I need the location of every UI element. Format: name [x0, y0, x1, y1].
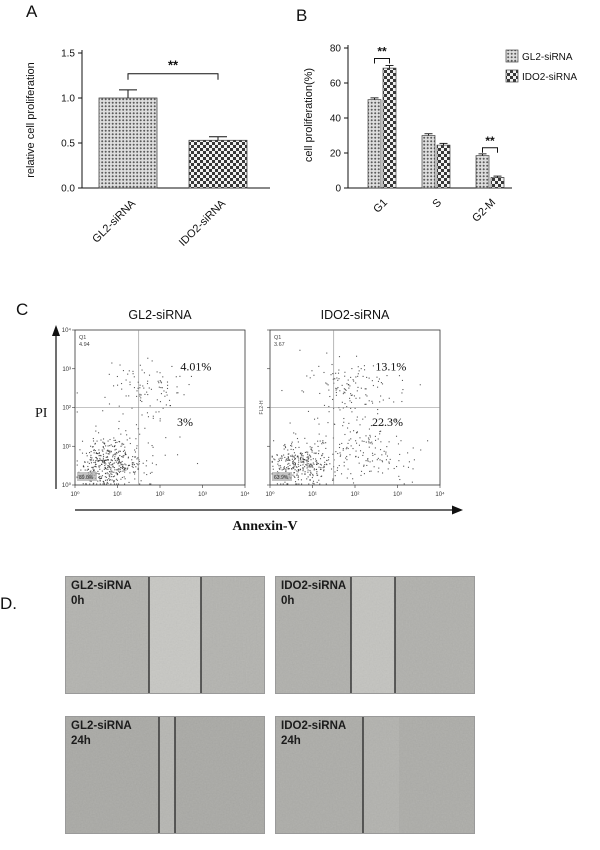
microscopy-label-line2: 0h: [71, 594, 85, 607]
microscopy-label-line2: 0h: [281, 594, 295, 607]
svg-text:0.0: 0.0: [61, 184, 75, 195]
svg-text:1.0: 1.0: [61, 94, 75, 105]
svg-text:10¹: 10¹: [308, 492, 317, 498]
flow-left-title: GL2-siRNA: [128, 308, 192, 322]
microscopy-label: IDO2-siRNA 0h: [281, 579, 346, 609]
svg-text:10⁰: 10⁰: [265, 491, 275, 498]
svg-text:IDO2-siRNA: IDO2-siRNA: [522, 72, 577, 83]
svg-text:FL2-H: FL2-H: [259, 400, 265, 414]
svg-text:10³: 10³: [62, 367, 71, 373]
microscopy-label: IDO2-siRNA 24h: [281, 719, 346, 749]
microscopy-label: GL2-siRNA 0h: [71, 579, 132, 609]
microscopy-image: [275, 716, 475, 834]
svg-text:63.9%: 63.9%: [274, 475, 289, 481]
svg-text:**: **: [377, 45, 387, 59]
svg-text:89.0%: 89.0%: [79, 475, 94, 481]
microscopy-label-line1: IDO2-siRNA: [281, 580, 347, 592]
microscopy-image: [65, 576, 265, 694]
svg-text:1.5: 1.5: [61, 49, 75, 60]
panel-b-bar-chart: 0 20 40 60 80 G1 S G2-M GL2-siRNA IDO2-siRNA ** ** c…: [303, 44, 577, 225]
svg-text:4.94: 4.94: [79, 342, 90, 348]
microscopy-gl2-0h: GL2-siRNA 0h: [65, 576, 265, 694]
svg-text:10⁴: 10⁴: [62, 327, 72, 334]
svg-text:60: 60: [330, 79, 342, 90]
microscopy-ido2-0h: IDO2-siRNA 0h: [275, 576, 475, 694]
microscopy-label: GL2-siRNA 24h: [71, 719, 132, 749]
svg-text:10¹: 10¹: [62, 444, 71, 450]
svg-text:10²: 10²: [62, 406, 71, 412]
microscopy-ido2-24h: IDO2-siRNA 24h: [275, 716, 475, 834]
svg-text:0.5: 0.5: [61, 139, 75, 150]
svg-text:20: 20: [330, 149, 342, 160]
svg-text:IDO2-siRNA: IDO2-siRNA: [177, 197, 229, 249]
svg-text:**: **: [168, 58, 179, 73]
svg-text:10³: 10³: [198, 492, 207, 498]
flow-cytometry-plots: 10⁰10⁰10¹10¹10²10²10³10³10⁴10⁴Q14.944.01…: [35, 325, 463, 534]
svg-text:10²: 10²: [351, 492, 360, 498]
svg-text:GL2-siRNA: GL2-siRNA: [522, 52, 573, 63]
panel-a-label: A: [26, 2, 38, 21]
microscopy-label-line2: 24h: [281, 734, 301, 747]
svg-text:3.67: 3.67: [274, 342, 285, 348]
svg-text:10¹: 10¹: [113, 492, 122, 498]
panel-c-label: C: [16, 300, 29, 319]
svg-text:10⁰: 10⁰: [62, 482, 72, 489]
svg-text:G1: G1: [371, 197, 390, 216]
svg-text:22.3%: 22.3%: [372, 415, 403, 429]
svg-text:4.01%: 4.01%: [180, 359, 211, 373]
svg-text:10⁴: 10⁴: [435, 491, 445, 498]
microscopy-gl2-24h: GL2-siRNA 24h: [65, 716, 265, 834]
svg-text:PI: PI: [35, 406, 48, 421]
svg-text:G2-M: G2-M: [470, 197, 498, 225]
microscopy-label-line1: GL2-siRNA: [71, 580, 132, 592]
svg-text:S: S: [430, 197, 444, 211]
microscopy-image: [65, 716, 265, 834]
svg-text:40: 40: [330, 114, 342, 125]
microscopy-label-line1: IDO2-siRNA: [281, 720, 347, 732]
svg-text:3%: 3%: [177, 415, 193, 429]
svg-text:Q1: Q1: [274, 335, 281, 341]
panel-a-bar-chart: 0.0 0.5 1.0 1.5 GL2-siRNA IDO2-siRNA ** relativ…: [25, 49, 270, 249]
svg-text:13.1%: 13.1%: [375, 359, 406, 373]
panel-b-label: B: [296, 6, 308, 25]
microscopy-label-line2: 24h: [71, 734, 91, 747]
svg-text:Annexin-V: Annexin-V: [232, 519, 297, 534]
svg-text:0: 0: [335, 184, 341, 195]
svg-text:Q1: Q1: [79, 335, 86, 341]
svg-text:relative cell proliferation: relative cell proliferation: [25, 62, 37, 178]
svg-text:80: 80: [330, 44, 342, 55]
panel-d-label: D.: [0, 594, 17, 613]
flow-right-title: IDO2-siRNA: [320, 308, 390, 322]
svg-text:**: **: [485, 134, 495, 148]
svg-text:10²: 10²: [156, 492, 165, 498]
svg-text:10³: 10³: [393, 492, 402, 498]
svg-text:10⁰: 10⁰: [70, 491, 80, 498]
microscopy-image: [275, 576, 475, 694]
svg-text:cell proliferation(%): cell proliferation(%): [303, 68, 315, 162]
svg-text:10⁴: 10⁴: [240, 491, 250, 498]
microscopy-label-line1: GL2-siRNA: [71, 720, 132, 732]
svg-text:GL2-siRNA: GL2-siRNA: [90, 197, 138, 245]
